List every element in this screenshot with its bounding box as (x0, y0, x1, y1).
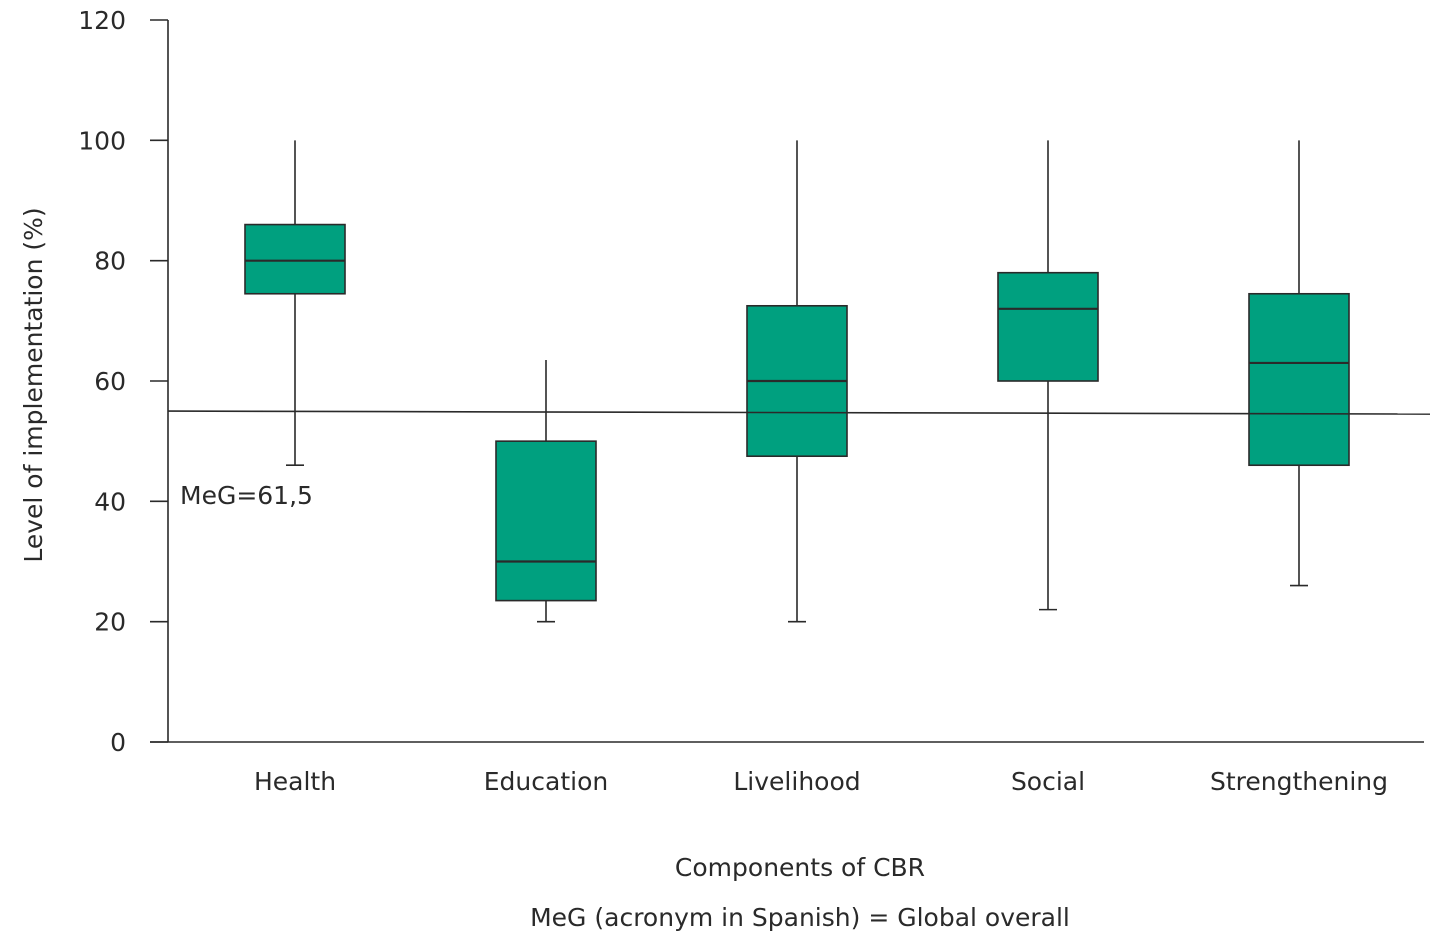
y-ticks: 0 20 40 60 80 100 120 (78, 6, 168, 757)
x-axis-title: Components of CBR (675, 853, 925, 882)
iqr-box (244, 223, 346, 295)
y-tick-label: 0 (110, 728, 126, 757)
y-tick-label: 100 (78, 126, 126, 155)
y-tick-label: 20 (94, 608, 126, 637)
x-tick-label: Livelihood (733, 767, 860, 796)
iqr-box (495, 440, 597, 602)
box-social (997, 140, 1099, 611)
box-health (244, 140, 346, 467)
x-tick-label: Strengthening (1210, 767, 1388, 796)
y-axis-title: Level of implementation (%) (19, 207, 48, 562)
y-tick-label: 60 (94, 367, 126, 396)
iqr-box (997, 271, 1099, 382)
box-livelihood (746, 140, 848, 623)
meg-reference-line (167, 410, 1430, 415)
x-tick-label: Education (484, 767, 608, 796)
x-tick-labels: Health Education Livelihood Social Strengthe… (254, 767, 1388, 796)
reference-line-label: MeG=61,5 (180, 481, 313, 510)
box-strengthening (1248, 140, 1350, 587)
box-education (495, 359, 597, 623)
y-tick-label: 80 (94, 247, 126, 276)
boxes-layer (167, 140, 1430, 623)
y-tick-label: 40 (94, 487, 126, 516)
y-tick-label: 120 (78, 6, 126, 35)
x-tick-label: Health (254, 767, 336, 796)
annotations: MeG=61,5 (180, 481, 313, 510)
x-tick-label: Social (1011, 767, 1085, 796)
iqr-box (1248, 292, 1350, 467)
chart-note: MeG (acronym in Spanish) = Global overal… (530, 903, 1070, 932)
